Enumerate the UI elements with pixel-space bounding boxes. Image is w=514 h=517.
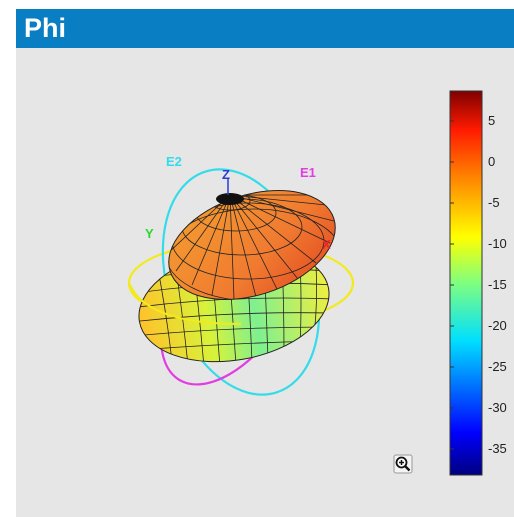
phi-panel: Phi [16, 9, 514, 517]
colorbar-tick-label: 0 [488, 154, 495, 169]
x-axis-label: X [322, 237, 331, 252]
colorbar-tick-label: -15 [488, 277, 507, 292]
colorbar-tick-label: 5 [488, 113, 495, 128]
colorbar-tick-label: -5 [488, 195, 500, 210]
colorbar-tick-label: -30 [488, 400, 507, 415]
e1-label: E1 [300, 165, 316, 180]
colorbar [449, 90, 483, 476]
colorbar-tick-label: -35 [488, 441, 507, 456]
radiation-pattern-plot[interactable]: X Y Z E1 E2 5 0 -5 -10 -15 -20 -25 -30 -35 [16, 9, 514, 517]
colorbar-ticks: 5 0 -5 -10 -15 -20 -25 -30 -35 [450, 113, 507, 456]
e2-label: E2 [166, 154, 182, 169]
colorbar-tick-label: -10 [488, 236, 507, 251]
xy-plane-ring-front [127, 282, 242, 326]
title-bar: Phi [16, 9, 514, 48]
z-axis-label: Z [222, 167, 230, 182]
lobe-apex [216, 193, 244, 205]
colorbar-tick-label: -25 [488, 359, 507, 374]
zoom-in-button[interactable] [393, 454, 413, 474]
y-axis-label: Y [145, 226, 154, 241]
colorbar-tick-label: -20 [488, 318, 507, 333]
zoom-in-icon [393, 454, 413, 474]
panel-title: Phi [24, 13, 67, 43]
